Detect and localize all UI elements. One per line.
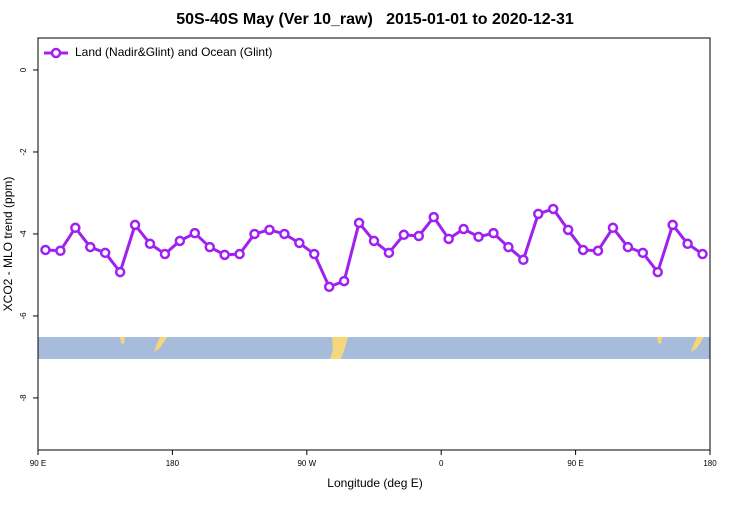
point xyxy=(40,244,51,256)
point xyxy=(279,228,290,240)
point xyxy=(219,249,230,261)
x-tick-label: 90 E xyxy=(567,459,583,468)
point xyxy=(413,230,425,242)
x-tick-label: 90 W xyxy=(297,459,316,468)
point xyxy=(428,211,439,223)
point xyxy=(159,248,171,260)
point xyxy=(622,241,634,253)
point xyxy=(189,227,201,239)
x-axis-label: Longitude (deg E) xyxy=(327,476,422,490)
point xyxy=(85,241,96,253)
point xyxy=(55,245,66,257)
point xyxy=(144,238,156,250)
point xyxy=(547,203,559,215)
series-line xyxy=(45,207,704,289)
map-strip xyxy=(38,337,710,359)
point xyxy=(309,248,320,260)
point xyxy=(249,228,260,240)
point xyxy=(114,266,126,278)
legend-marker xyxy=(50,47,62,59)
point xyxy=(204,241,215,253)
chart-title: 50S-40S May (Ver 10_raw) 2015-01-01 to 2… xyxy=(176,11,574,28)
point xyxy=(667,219,678,231)
point xyxy=(368,235,380,247)
point xyxy=(129,219,141,231)
point xyxy=(533,208,544,220)
point xyxy=(652,266,663,278)
point xyxy=(383,247,395,259)
point xyxy=(488,227,499,239)
x-tick-label: 180 xyxy=(703,459,717,468)
point xyxy=(682,238,693,250)
y-tick-label: -2 xyxy=(19,148,28,156)
point xyxy=(577,244,589,256)
point xyxy=(174,235,186,247)
point xyxy=(398,229,410,241)
point xyxy=(353,217,365,229)
point xyxy=(264,224,275,236)
y-axis-label: XCO2 - MLO trend (ppm) xyxy=(1,177,15,312)
point xyxy=(592,245,604,257)
point xyxy=(607,222,619,234)
point xyxy=(473,231,484,243)
point xyxy=(99,247,111,259)
point xyxy=(637,247,649,259)
y-tick-label: -8 xyxy=(19,394,28,402)
x-tick-label: 90 E xyxy=(30,459,46,468)
y-tick-label: -4 xyxy=(19,230,28,238)
point xyxy=(518,254,529,266)
point xyxy=(503,241,514,253)
point xyxy=(234,248,245,260)
point xyxy=(294,237,305,249)
x-tick-label: 180 xyxy=(166,459,180,468)
point xyxy=(458,223,469,235)
point xyxy=(323,281,335,293)
plot-frame xyxy=(37,37,711,451)
point xyxy=(443,233,454,245)
point xyxy=(697,248,708,260)
y-tick-label: 0 xyxy=(19,67,28,72)
point xyxy=(338,275,350,287)
legend-label: Land (Nadir&Glint) and Ocean (Glint) xyxy=(75,45,272,59)
x-tick-label: 0 xyxy=(439,459,444,468)
point xyxy=(562,224,574,236)
point xyxy=(70,222,81,234)
y-tick-label: -6 xyxy=(19,312,28,320)
